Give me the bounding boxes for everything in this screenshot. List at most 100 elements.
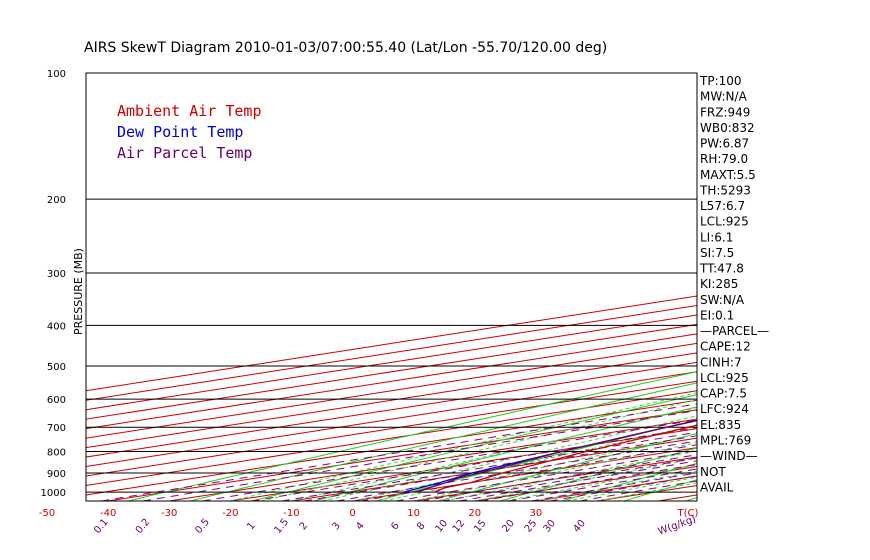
grid-layer [86, 73, 870, 501]
sounding-stat: LFC:924 [700, 402, 749, 416]
sounding-stat: TT:47.8 [699, 262, 744, 276]
chart-title: AIRS SkewT Diagram 2010-01-03/07:00:55.4… [84, 40, 607, 56]
sounding-stat: NOT [700, 465, 726, 479]
mixing-ratio-line [395, 449, 697, 501]
mixing-ratio-line [303, 435, 697, 501]
mixing-ratio-line [480, 463, 697, 501]
legend-entry: Dew Point Temp [117, 123, 243, 141]
profile-layer [403, 419, 697, 493]
dry-adiabat-line [810, 73, 870, 501]
sounding-stat: —WIND— [700, 449, 758, 463]
isotherm-line [169, 418, 697, 501]
sounding-stat: MW:N/A [700, 90, 748, 104]
sounding-stat: MPL:769 [700, 433, 751, 447]
moist-adiabat-line [352, 424, 697, 501]
sounding-stat: SI:7.5 [700, 246, 734, 260]
isotherm-line [657, 494, 697, 501]
pressure-tick-label: 900 [47, 469, 66, 480]
isotherm-line [86, 371, 697, 468]
dry-adiabat-line [437, 432, 697, 501]
isotherm-line [86, 380, 697, 477]
sounding-stat: EL:835 [700, 418, 741, 432]
mixing-ratio-tick-label: 1.5 [272, 517, 291, 536]
mixing-ratio-tick-label: 1 [245, 520, 258, 532]
temp-tick-label: -40 [100, 508, 116, 519]
sounding-stat: RH:79.0 [700, 152, 748, 166]
temp-tick-label: 30 [529, 508, 542, 519]
mixing-ratio-line [202, 419, 697, 501]
isotherm-line [86, 361, 697, 458]
moist-adiabat-line [260, 399, 697, 501]
moist-adiabat-line [505, 464, 697, 501]
dry-adiabat-line [561, 462, 697, 501]
temp-tick-label: 0 [349, 508, 355, 519]
sounding-stat: CAP:7.5 [700, 387, 747, 401]
mixing-ratio-tick-label: 12 [451, 518, 468, 535]
mixing-ratio-tick-label: 0.2 [134, 517, 153, 536]
profile-line [434, 424, 697, 493]
sounding-stat: LCL:925 [700, 371, 749, 385]
mixing-ratio-tick-label: 20 [500, 518, 517, 535]
mixing-ratio-tick-label: 3 [330, 520, 343, 532]
mixing-ratio-line [458, 460, 697, 501]
sounding-stat: MAXT:5.5 [700, 168, 756, 182]
pressure-tick-label: 500 [47, 362, 66, 373]
pressure-tick-label: 100 [47, 69, 66, 80]
moist-adiabat-line [474, 457, 697, 501]
moist-adiabat-line [321, 415, 697, 501]
temp-tick-label: 10 [407, 508, 420, 519]
isotherm-line [230, 428, 697, 501]
sounding-stat: LI:6.1 [700, 230, 733, 244]
mixing-ratio-tick-label: 15 [472, 518, 489, 535]
pressure-tick-label: 200 [47, 195, 66, 206]
sounding-stat: TH:5293 [699, 183, 751, 197]
temp-tick-label: -30 [161, 508, 177, 519]
sounding-stat: PW:6.87 [700, 137, 749, 151]
dry-adiabat-line [251, 394, 697, 501]
sounding-stat: EI:0.1 [700, 308, 734, 322]
y-axis-label: PRESSURE (MB) [72, 248, 85, 335]
sounding-stat: LCL:925 [700, 215, 749, 229]
isotherm-line [86, 390, 697, 486]
mixing-ratio-tick-label: 4 [354, 520, 367, 532]
pressure-tick-label: 400 [47, 321, 66, 332]
label-layer: Ambient Air Temp Dew Point Temp Air Parcel… [39, 69, 769, 538]
mixing-ratio-line [530, 472, 697, 501]
isotherm-line [86, 342, 697, 439]
isotherm-line [86, 399, 697, 496]
mixing-ratio-line [142, 409, 697, 501]
mixing-ratio-line [360, 444, 697, 501]
sounding-stat: WB0:832 [700, 121, 755, 135]
pressure-tick-label: 300 [47, 269, 66, 280]
mixing-ratio-tick-label: 0.5 [193, 517, 212, 536]
dry-adiabat-line [748, 73, 870, 501]
mixing-ratio-line [251, 426, 697, 501]
legend-entry: Ambient Air Temp [117, 102, 262, 120]
mixing-ratio-tick-label: 2 [298, 520, 311, 532]
pressure-tick-label: 700 [47, 423, 66, 434]
sounding-stat: CAPE:12 [700, 340, 751, 354]
sounding-stat: SW:N/A [700, 293, 745, 307]
mixing-ratio-line [508, 468, 697, 501]
pressure-tick-label: 800 [47, 448, 66, 459]
temp-tick-label: 20 [468, 508, 481, 519]
mixing-ratio-tick-label: 0.1 [92, 517, 111, 536]
mixing-ratio-line [336, 440, 697, 501]
sounding-stat: AVAIL [700, 480, 734, 494]
temp-tick-label: -50 [39, 508, 55, 519]
mixing-ratio-tick-label: 6 [389, 520, 402, 532]
legend-entry: Air Parcel Temp [117, 144, 252, 162]
mixing-ratio-tick-label: 40 [571, 518, 588, 535]
sounding-stat: L57:6.7 [700, 199, 745, 213]
dry-adiabat-line [499, 447, 697, 501]
profile-line [403, 419, 697, 493]
mixing-ratio-line [421, 454, 697, 501]
sounding-stat: FRZ:949 [700, 105, 750, 119]
isotherm-line [352, 447, 697, 501]
temp-tick-label: -20 [222, 508, 238, 519]
sounding-stat: KI:285 [700, 277, 738, 291]
dry-adiabat-line [127, 371, 697, 501]
mixing-ratio-tick-label: 25 [523, 518, 540, 535]
pressure-tick-label: 600 [47, 395, 66, 406]
